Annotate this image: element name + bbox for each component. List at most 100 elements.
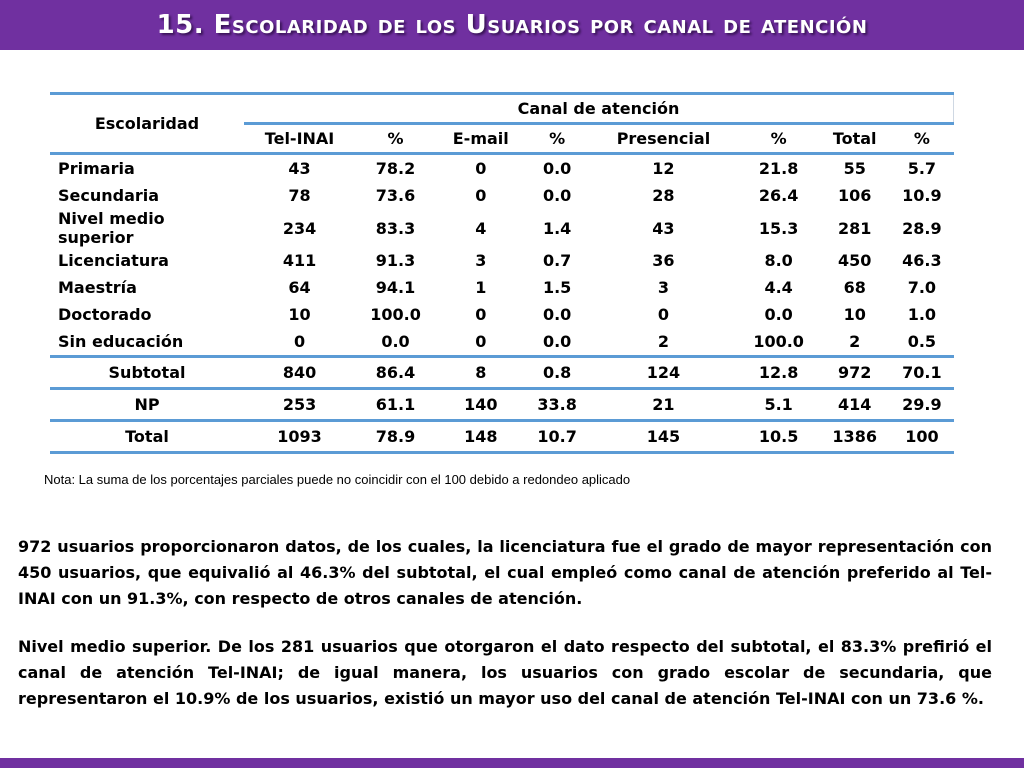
table-cell: 0.0 <box>542 186 572 205</box>
table-cell: 0.0 <box>542 332 572 351</box>
table-cell: 2 <box>849 332 861 351</box>
table-header-row-group: Escolaridad Canal de atención <box>50 92 954 155</box>
header-canal-de-atencion: Canal de atención <box>244 92 954 124</box>
col-header: % <box>738 122 820 155</box>
title-bar: 15. Escolaridad de los Usuarios por cana… <box>0 0 1024 50</box>
table-cell: 12.8 <box>738 355 820 390</box>
table-cell: 0.0 <box>381 332 410 351</box>
table-cell: 78.9 <box>355 420 436 454</box>
table-cell: 281 <box>837 218 872 238</box>
table-cell: 70.1 <box>890 355 954 390</box>
table-summary: Subtotal 840 86.4 8 0.8 124 12.8 972 70.1 NP 253 61… <box>50 355 954 454</box>
table-cell: 3 <box>657 278 669 297</box>
table-cell: 840 <box>244 355 356 390</box>
page-title: 15. Escolaridad de los Usuarios por cana… <box>156 10 868 40</box>
table-cell: 0 <box>475 305 487 324</box>
table-cell: 0.0 <box>764 305 793 324</box>
bottom-bar <box>0 758 1024 768</box>
table-cell: 7.0 <box>907 278 937 297</box>
row-label: Primaria <box>58 159 135 178</box>
row-label: Subtotal <box>50 355 244 390</box>
table-row: Total 1093 78.9 148 10.7 145 10.5 1386 100 <box>50 420 954 454</box>
row-label: Sin educación <box>58 332 184 351</box>
schooling-by-channel-table: Escolaridad Canal de atención Tel-INAI %… <box>50 92 954 454</box>
table-cell: 28 <box>652 186 675 205</box>
table-cell: 10 <box>843 305 866 324</box>
row-label: Secundaria <box>58 186 160 205</box>
table-cell: 0 <box>475 186 487 205</box>
table-cell: 43 <box>288 159 311 178</box>
table-cell: 0.0 <box>542 159 572 178</box>
table-cell: 64 <box>288 278 311 297</box>
table-cell: 100 <box>890 420 954 454</box>
table-cell: 46.3 <box>902 251 942 270</box>
table-cell: 5.1 <box>738 388 820 422</box>
table-cell: 5.7 <box>907 159 937 178</box>
table-cell: 0 <box>475 332 487 351</box>
col-header: Tel-INAI <box>244 122 356 155</box>
table-cell: 0.0 <box>542 305 572 324</box>
table-cell: 28.9 <box>902 218 942 238</box>
table-cell: 1.0 <box>907 305 937 324</box>
row-label: Maestría <box>58 278 137 297</box>
table-cell: 0 <box>657 305 669 324</box>
table-cell: 450 <box>837 251 872 270</box>
summary-paragraph-1: 972 usuarios proporcionaron datos, de lo… <box>18 537 992 608</box>
table-cell: 10.9 <box>902 186 942 205</box>
summary-paragraph-2: Nivel medio superior. De los 281 usuario… <box>18 637 992 708</box>
table-cell: 4.4 <box>764 278 793 297</box>
table-cell: 0 <box>475 159 487 178</box>
row-label: Nivel medio superior <box>58 209 165 247</box>
table-cell: 0.5 <box>907 332 937 351</box>
table-cell: 0 <box>293 332 306 351</box>
table-cell: 8 <box>435 355 526 390</box>
table-cell: 86.4 <box>355 355 436 390</box>
table-row: Maestría 64 94.1 1 1.5 3 4.4 68 7.0 <box>50 274 954 301</box>
table-cell: 78.2 <box>375 159 416 178</box>
col-header: Total <box>819 122 891 155</box>
row-label: Total <box>50 420 244 454</box>
table-cell: 0.7 <box>542 251 572 270</box>
table-cell: 83.3 <box>375 218 416 238</box>
table-cell: 1.4 <box>542 218 572 238</box>
table-cell: 1386 <box>819 420 891 454</box>
table-cell: 1 <box>475 278 487 297</box>
row-label: Licenciatura <box>58 251 169 270</box>
table-cell: 2 <box>657 332 669 351</box>
table-cell: 106 <box>837 186 872 205</box>
col-header: E-mail <box>435 122 526 155</box>
table-cell: 21 <box>588 388 739 422</box>
table-cell: 972 <box>819 355 891 390</box>
table-cell: 10.5 <box>738 420 820 454</box>
table-cell: 36 <box>652 251 675 270</box>
table-cell: 4 <box>475 218 487 238</box>
table-cell: 73.6 <box>375 186 416 205</box>
table-cell: 10.7 <box>525 420 589 454</box>
table-row: Secundaria 78 73.6 0 0.0 28 26.4 106 10.9 <box>50 182 954 209</box>
table-body: Primaria 43 78.2 0 0.0 12 21.8 55 5.7 Secundaria 7… <box>50 154 954 357</box>
row-label: Doctorado <box>58 305 152 324</box>
table-cell: 55 <box>843 159 866 178</box>
table-cell: 15.3 <box>758 218 799 238</box>
table-cell: 253 <box>244 388 356 422</box>
table-header-row-columns: Tel-INAI % E-mail % Presencial % Total % <box>50 122 954 155</box>
table-row: NP 253 61.1 140 33.8 21 5.1 414 29.9 <box>50 388 954 422</box>
table-row: Primaria 43 78.2 0 0.0 12 21.8 55 5.7 <box>50 154 954 183</box>
col-header: % <box>525 122 589 155</box>
table-row: Nivel medio superior 234 83.3 4 1.4 43 15.3 281… <box>50 209 954 247</box>
table-cell: 61.1 <box>355 388 436 422</box>
table-row: Sin educación 0 0.0 0 0.0 2 100.0 2 0.5 <box>50 328 954 357</box>
table-cell: 78 <box>288 186 311 205</box>
row-label: NP <box>50 388 244 422</box>
header-escolaridad: Escolaridad <box>50 92 244 155</box>
table-cell: 1.5 <box>542 278 572 297</box>
table-cell: 94.1 <box>375 278 416 297</box>
table-cell: 68 <box>843 278 866 297</box>
table-cell: 124 <box>588 355 739 390</box>
table-cell: 43 <box>652 218 675 238</box>
col-header: Presencial <box>588 122 739 155</box>
table-cell: 1093 <box>244 420 356 454</box>
table-cell: 234 <box>282 218 317 238</box>
table-row: Doctorado 10 100.0 0 0.0 0 0.0 10 1.0 <box>50 301 954 328</box>
table-cell: 12 <box>652 159 675 178</box>
